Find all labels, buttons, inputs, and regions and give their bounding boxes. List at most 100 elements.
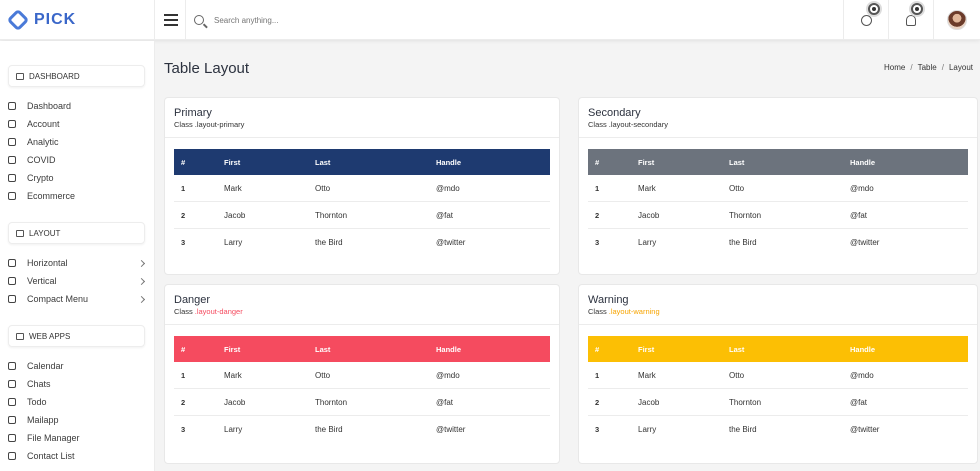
logo[interactable]: PICK <box>0 0 155 40</box>
notification-dot <box>911 3 923 15</box>
section-title: LAYOUT <box>29 228 61 238</box>
sidebar-item-label: Todo <box>27 397 47 407</box>
section-layout[interactable]: LAYOUT <box>8 222 145 244</box>
table-cell: @fat <box>850 397 868 407</box>
sidebar-item-mailapp[interactable]: Mailapp <box>8 412 148 428</box>
table-cell: @mdo <box>850 183 874 193</box>
sidebar-item-chats[interactable]: Chats <box>8 376 148 392</box>
table-cell: @twitter <box>436 425 466 434</box>
data-table: # First Last Handle 1 Mark Otto @mdo 2 Jacob Thorn… <box>174 149 550 256</box>
sidebar-item-label: Dashboard <box>27 101 72 111</box>
sidebar-item-vertical[interactable]: Vertical <box>8 273 148 289</box>
table-cell: 3 <box>181 425 186 434</box>
table-cell: Jacob <box>224 210 246 220</box>
menu-toggle-icon[interactable] <box>156 0 186 40</box>
breadcrumb-home[interactable]: Home <box>884 63 906 72</box>
table-cell: Otto <box>729 370 745 380</box>
search-icon <box>194 15 204 25</box>
profile-button[interactable] <box>933 0 980 40</box>
card-warning: Warning Class .layout-warning # First Last Han… <box>578 284 978 464</box>
table-cell: Otto <box>315 183 331 193</box>
breadcrumb-table[interactable]: Table <box>917 63 937 72</box>
table-cell: Jacob <box>224 397 246 407</box>
sidebar-item-horizontal[interactable]: Horizontal <box>8 255 148 271</box>
sidebar-item-calendar[interactable]: Calendar <box>8 358 148 374</box>
contact-icon <box>8 452 16 460</box>
class-name: .layout-danger <box>194 307 243 316</box>
card-subtitle: Class .layout-primary <box>174 120 550 129</box>
card-primary: Primary Class .layout-primary # First Last Han… <box>164 97 560 275</box>
layers-icon <box>8 120 16 128</box>
table-cell: the Bird <box>315 238 343 247</box>
sidebar-item-account[interactable]: Account <box>8 116 148 132</box>
sidebar-item-crypto[interactable]: Crypto <box>8 170 148 186</box>
class-name: .layout-secondary <box>608 120 668 129</box>
class-prefix: Class <box>588 120 607 129</box>
table-cell: 2 <box>181 210 186 220</box>
table-header: # First Last Handle <box>174 336 550 362</box>
section-web-apps[interactable]: WEB APPS <box>8 325 145 347</box>
sidebar-item-analytic[interactable]: Analytic <box>8 134 148 150</box>
chevron-right-icon <box>137 277 146 285</box>
card-secondary: Secondary Class .layout-secondary # First Las… <box>578 97 978 275</box>
table-cell: the Bird <box>729 238 757 247</box>
mail-icon <box>8 416 16 424</box>
sidebar-item-label: Vertical <box>27 276 57 286</box>
table-cell: Thornton <box>315 210 348 220</box>
table-cell: Otto <box>315 370 331 380</box>
sidebar-item-label: File Manager <box>27 433 80 443</box>
table-row: 1 Mark Otto @mdo <box>588 362 968 389</box>
card-title: Secondary <box>588 107 641 119</box>
notification-button[interactable] <box>888 0 933 40</box>
card-title: Warning <box>588 294 629 306</box>
breadcrumb-layout: Layout <box>948 63 973 72</box>
data-table: # First Last Handle 1 Mark Otto @mdo 2 Jacob Thorn… <box>174 336 550 443</box>
sidebar-item-dashboard[interactable]: Dashboard <box>8 98 148 114</box>
grid-icon <box>8 295 16 303</box>
section-dashboard[interactable]: DASHBOARD <box>8 65 145 87</box>
column-header: Last <box>729 157 745 167</box>
home-icon <box>16 72 24 80</box>
class-prefix: Class <box>174 120 193 129</box>
card-subtitle: Class .layout-warning <box>588 307 968 316</box>
card-title: Danger <box>174 294 211 306</box>
table-cell: 2 <box>595 210 600 220</box>
column-header: Handle <box>436 344 462 354</box>
table-cell: @fat <box>850 210 868 220</box>
brand-name: PICK <box>34 11 77 28</box>
table-cell: @twitter <box>850 238 880 247</box>
class-name: .layout-warning <box>608 307 660 316</box>
sidebar-item-contact-list[interactable]: Contact List <box>8 448 148 464</box>
class-prefix: Class <box>174 307 193 316</box>
table-cell: Mark <box>638 183 656 193</box>
sidebar-item-label: Mailapp <box>27 415 59 425</box>
table-cell: @mdo <box>850 370 874 380</box>
table-cell: Thornton <box>729 210 762 220</box>
check-circle-icon <box>8 398 16 406</box>
chat-icon <box>8 380 16 388</box>
sidebar-item-covid[interactable]: COVID <box>8 152 148 168</box>
sidebar-item-file-manager[interactable]: File Manager <box>8 430 148 446</box>
dots-vertical-icon <box>8 277 16 285</box>
table-cell: @twitter <box>850 425 880 434</box>
column-header: First <box>224 344 241 354</box>
dots-horizontal-icon <box>8 259 16 267</box>
table-cell: 3 <box>181 238 186 247</box>
sidebar-item-label: Horizontal <box>27 258 68 268</box>
table-row: 3 Larry the Bird @twitter <box>174 416 550 443</box>
sidebar-item-ecommerce[interactable]: Ecommerce <box>8 188 148 204</box>
theme-toggle-button[interactable] <box>843 0 888 40</box>
search-input[interactable] <box>214 15 414 25</box>
calendar-icon <box>8 362 16 370</box>
table-cell: 1 <box>181 183 186 193</box>
table-cell: @mdo <box>436 370 460 380</box>
apps-icon <box>16 332 24 340</box>
sidebar-item-todo[interactable]: Todo <box>8 394 148 410</box>
column-header: # <box>181 344 186 354</box>
table-cell: Larry <box>224 238 243 247</box>
table-cell: Larry <box>638 238 657 247</box>
sidebar-item-compact-menu[interactable]: Compact Menu <box>8 291 148 307</box>
table-cell: Mark <box>224 370 242 380</box>
table-header: # First Last Handle <box>588 336 968 362</box>
sidebar: DASHBOARD Dashboard Account Analytic COV… <box>0 41 155 471</box>
